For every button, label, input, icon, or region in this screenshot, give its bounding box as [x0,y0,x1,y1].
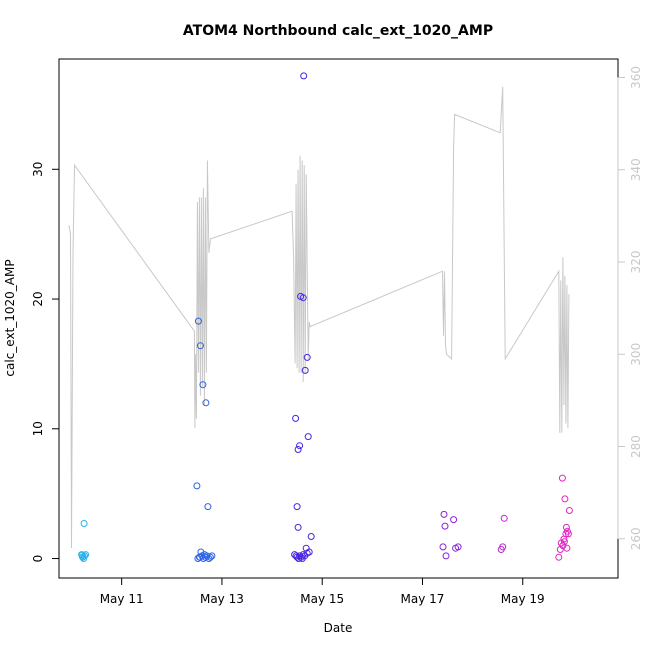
data-point [500,514,508,522]
data-point [294,446,302,453]
chart-title: ATOM4 Northbound calc_ext_1020_AMP [183,23,493,39]
data-point [307,533,315,540]
data-point [450,516,458,524]
data-point [555,553,563,561]
data-point [299,294,307,302]
data-point [303,549,311,557]
data-point [208,552,216,560]
data-point [296,442,304,450]
data-point [304,433,312,441]
data-point [79,553,87,561]
y-tick-label: 0 [31,555,45,563]
data-point [202,399,210,407]
plot-frame [58,58,619,579]
y2-tick-label: 260 [629,527,643,550]
y2-tick-label: 320 [629,251,643,274]
data-point [441,522,449,530]
x-tick-label: May 19 [501,592,545,606]
data-point [199,381,207,389]
data-point [299,551,307,559]
data-point [561,495,569,503]
x-tick-label: May 13 [200,592,244,606]
data-point [565,507,573,514]
x-tick-label: May 17 [401,592,445,606]
data-point [293,503,301,511]
y-tick-label: 20 [31,291,45,306]
y2-tick-label: 300 [629,343,643,366]
y-tick-label: 30 [31,162,45,177]
x-axis-label: Date [324,621,353,635]
data-point [204,503,212,511]
y2-tick-label: 360 [629,66,643,89]
data-point [440,510,448,518]
y-tick-label: 10 [31,421,45,436]
data-point [196,553,204,561]
data-point [78,551,86,559]
secondary-series-line [68,86,570,549]
data-point [300,72,308,80]
data-point [294,523,302,531]
y-axis-left: 0 10 20 30 [31,162,60,563]
data-point [442,552,450,560]
data-point [305,548,313,556]
x-axis: May 11 May 13 May 15 May 17 May 19 [100,577,545,606]
data-point [562,523,570,531]
data-point [292,414,300,422]
data-point [301,366,309,374]
data-point [194,317,202,325]
scatter-points-layer [78,72,573,562]
x-tick-label: May 11 [100,592,144,606]
data-point [193,482,201,490]
secondary-line-layer [68,86,570,549]
x-tick-label: May 15 [300,592,344,606]
y2-tick-label: 340 [629,158,643,181]
data-point [206,553,214,561]
data-point [439,543,447,551]
data-point [556,546,564,553]
data-point [80,520,88,527]
y-axis-right: 260 280 300 320 340 360 [617,66,643,550]
y-axis-label: calc_ext_1020_AMP [3,259,17,376]
data-point [499,543,507,551]
data-point [564,530,572,538]
data-point [560,538,568,546]
data-point [454,543,462,551]
data-point [194,555,202,562]
data-point [196,342,204,350]
y2-tick-label: 280 [629,435,643,458]
data-point [303,353,311,361]
data-point [558,474,566,482]
